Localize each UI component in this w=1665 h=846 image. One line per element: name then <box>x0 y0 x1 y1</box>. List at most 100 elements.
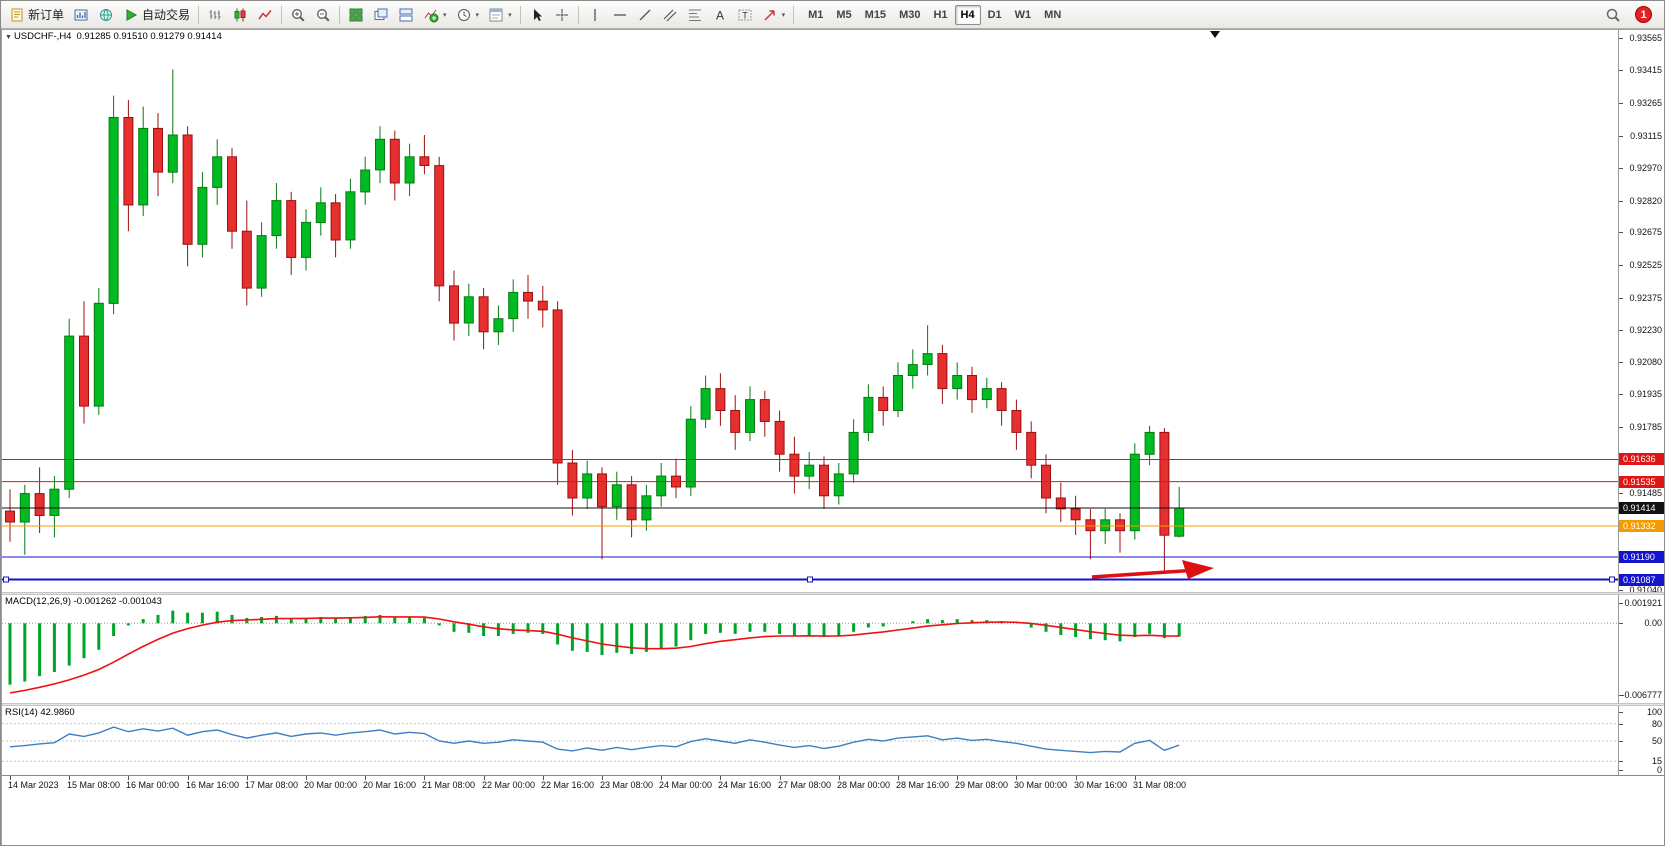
time-axis-label: 20 Mar 16:00 <box>363 780 417 790</box>
price-axis-tick <box>1619 298 1623 299</box>
chevron-down-icon: ▾ <box>443 11 447 19</box>
timeframe-button-m5[interactable]: M5 <box>836 8 852 21</box>
zoom-in-button[interactable] <box>286 4 310 26</box>
notification-badge[interactable]: 1 <box>1635 6 1652 23</box>
time-axis-tick <box>128 776 129 780</box>
cascade-windows-button[interactable] <box>369 4 393 26</box>
candle-body <box>952 375 963 390</box>
candlestick-chart-button[interactable] <box>228 4 252 26</box>
timeframe-button-m30[interactable]: M30 <box>899 8 921 21</box>
time-axis-label: 23 Mar 08:00 <box>600 780 654 790</box>
chart-title-bar: ▼ USDCHF-,H4 0.91285 0.91510 0.91279 0.914… <box>5 31 222 42</box>
arrows-button[interactable]: ▾ <box>758 4 790 26</box>
candle-body <box>138 127 149 206</box>
crosshair-button[interactable] <box>550 4 574 26</box>
price-axis-label: 0.92080 <box>1629 357 1662 367</box>
chart-window[interactable]: ▼ USDCHF-,H4 0.91285 0.91510 0.91279 0.914… <box>1 29 1664 845</box>
charts-window-button[interactable] <box>69 4 93 26</box>
time-axis-label: 22 Mar 00:00 <box>482 780 536 790</box>
candle-body <box>1070 508 1081 521</box>
panel-splitter[interactable] <box>2 703 1664 706</box>
trendline-button[interactable] <box>633 4 657 26</box>
timeframe-button-m1[interactable]: M1 <box>808 8 824 21</box>
candle-body <box>1055 497 1066 510</box>
time-axis-tick <box>839 776 840 780</box>
macd-label: MACD(12,26,9) -0.001262 -0.001043 <box>5 596 162 607</box>
time-axis-tick <box>365 776 366 780</box>
time-axis-label: 14 Mar 2023 <box>8 780 59 790</box>
text-button[interactable]: A <box>708 4 732 26</box>
time-axis-tick <box>247 776 248 780</box>
horizontal-line-button[interactable] <box>608 4 632 26</box>
zoom-out-button[interactable] <box>311 4 335 26</box>
time-axis-label: 15 Mar 08:00 <box>67 780 121 790</box>
timeframe-button-w1[interactable]: W1 <box>1014 8 1032 21</box>
time-axis[interactable]: 14 Mar 2023 15 Mar 08:00 16 Mar 00:00 16 Ma… <box>2 775 1664 845</box>
cursor-button[interactable] <box>525 4 549 26</box>
new-order-icon <box>9 7 25 23</box>
time-axis-label: 20 Mar 00:00 <box>304 780 358 790</box>
timeframe-button-h1[interactable]: H1 <box>933 8 948 21</box>
toolbar-separator <box>198 5 200 24</box>
candle-body <box>715 388 726 412</box>
trend-arrow-annotation[interactable] <box>1091 560 1214 579</box>
time-axis-tick <box>484 776 485 780</box>
line-chart-button[interactable] <box>253 4 277 26</box>
time-axis-label: 30 Mar 00:00 <box>1014 780 1068 790</box>
candle-body <box>567 462 578 499</box>
auto-trading-button[interactable]: 自动交易 <box>119 4 194 26</box>
fibonacci-button[interactable] <box>683 4 707 26</box>
candle-body <box>315 202 326 224</box>
text-label-button[interactable]: T <box>733 4 757 26</box>
vertical-line-button[interactable] <box>583 4 607 26</box>
community-button[interactable] <box>94 4 118 26</box>
macd-value-axis[interactable]: 0.001921 0.00 -0.006777 <box>1618 595 1664 703</box>
macd-panel[interactable]: MACD(12,26,9) -0.001262 -0.001043 <box>2 595 1618 703</box>
price-axis-label: 0.93115 <box>1630 131 1662 141</box>
candle-body <box>108 117 119 304</box>
time-axis-tick <box>543 776 544 780</box>
candle-body <box>552 309 563 464</box>
main-chart-panel[interactable]: ▼ USDCHF-,H4 0.91285 0.91510 0.91279 0.914… <box>2 30 1618 592</box>
price-axis-label: 0.91485 <box>1629 488 1662 498</box>
price-axis[interactable]: 0.93565 0.93415 0.93265 0.93115 0.92970 0.928… <box>1618 30 1664 592</box>
new-order-button[interactable]: 新订单 <box>5 4 68 26</box>
tile-windows-button[interactable] <box>344 4 368 26</box>
price-axis-label: 0.92675 <box>1629 227 1662 237</box>
candle-body <box>360 169 371 193</box>
timeframe-button-d1[interactable]: D1 <box>987 8 1002 21</box>
candle-body <box>167 134 178 173</box>
rsi-panel[interactable]: RSI(14) 42.9860 <box>2 706 1618 775</box>
rsi-value-axis[interactable]: 100 80 50 15 0 <box>1618 706 1664 775</box>
chart-shift-marker[interactable] <box>1210 31 1220 38</box>
arrow-object-icon <box>762 7 778 23</box>
timeframe-button-mn[interactable]: MN <box>1044 8 1062 21</box>
candle-body <box>907 364 918 377</box>
chevron-down-icon: ▾ <box>781 11 786 19</box>
indicators-button[interactable]: ▾ <box>419 4 451 26</box>
templates-icon <box>488 7 504 23</box>
candle-body <box>656 475 667 497</box>
timeframe-button-h4[interactable]: H4 <box>954 4 981 25</box>
equidistant-channel-button[interactable] <box>658 4 682 26</box>
macd-axis-label: 0.001921 <box>1624 598 1662 608</box>
price-level-tag: 0.91087 <box>1619 574 1664 586</box>
candle-body <box>523 291 533 302</box>
candle-body <box>1011 410 1022 433</box>
timeframe-group: M1 M5 M15 M30 H1 H4 D1 W1 MN <box>802 4 1067 25</box>
bar-chart-button[interactable] <box>203 4 227 26</box>
templates-button[interactable]: ▾ <box>484 4 516 26</box>
candle-body <box>833 473 844 497</box>
one-click-trading-toggle[interactable]: ▼ <box>5 34 12 41</box>
price-level-tag: 0.91636 <box>1619 453 1664 465</box>
periods-button[interactable]: ▾ <box>452 4 484 26</box>
rsi-line <box>9 726 1180 754</box>
price-axis-tick <box>1619 201 1623 202</box>
arrange-windows-button[interactable] <box>394 4 418 26</box>
line-handle <box>3 576 9 583</box>
search-button[interactable] <box>1601 4 1625 26</box>
timeframe-button-m15[interactable]: M15 <box>864 8 887 21</box>
price-axis-label: 0.92375 <box>1629 293 1662 303</box>
panel-splitter[interactable] <box>2 592 1664 595</box>
candle-body <box>878 396 889 411</box>
